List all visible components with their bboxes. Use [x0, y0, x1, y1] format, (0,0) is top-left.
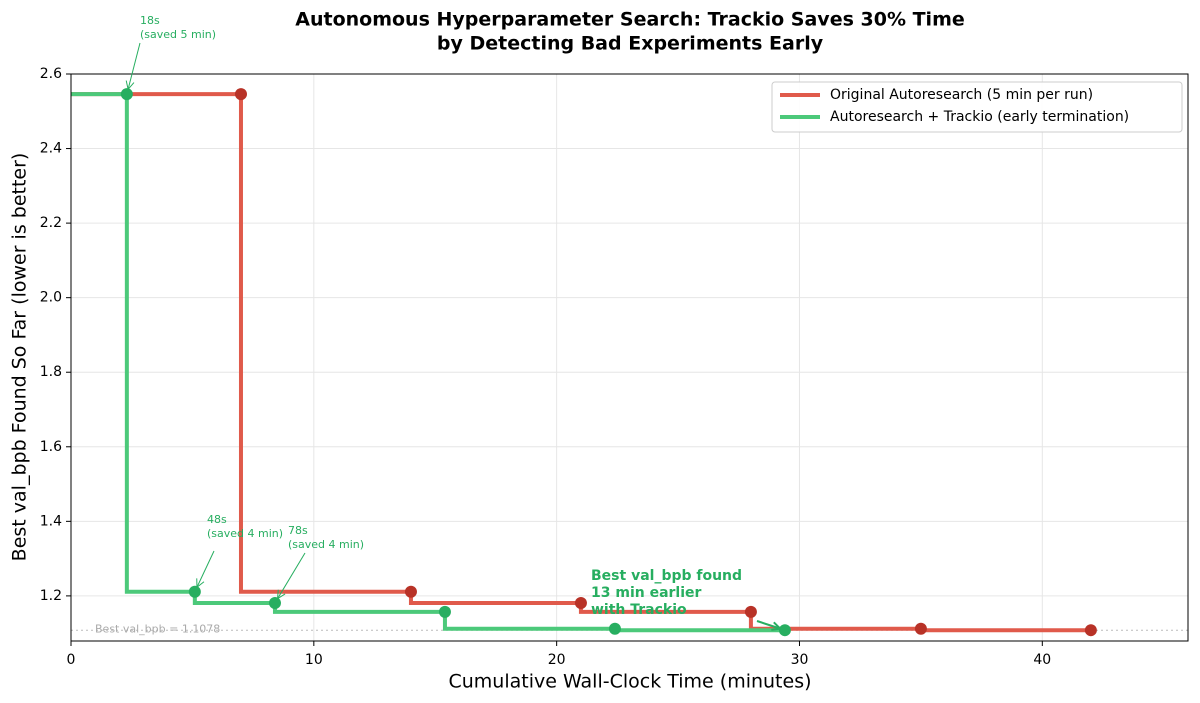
- y-tick-label: 2.4: [40, 141, 62, 157]
- x-tick-label: 20: [548, 652, 566, 668]
- annotation-text: 48s: [207, 513, 227, 526]
- y-tick-label: 2.0: [40, 290, 62, 306]
- reference-label: Best val_bpb = 1.1078: [95, 622, 220, 635]
- annotation-arrow: [756, 620, 781, 630]
- x-tick-label: 0: [67, 652, 76, 668]
- annotation-text: 13 min earlier: [591, 585, 702, 601]
- data-point: [914, 622, 927, 635]
- data-point: [744, 605, 757, 618]
- y-tick-label: 1.6: [40, 439, 62, 455]
- data-point: [778, 624, 791, 637]
- annotation-arrowhead: [771, 621, 781, 631]
- annotation-text: 78s: [288, 524, 308, 537]
- annotation-text: (saved 5 min): [140, 28, 216, 41]
- data-point: [608, 622, 621, 635]
- annotation-arrowhead: [277, 589, 286, 600]
- data-point: [1084, 624, 1097, 637]
- series-line: [71, 92, 1091, 633]
- y-tick-label: 1.8: [40, 364, 62, 380]
- legend-label: Autoresearch + Trackio (early terminatio…: [830, 109, 1129, 125]
- legend-box: [771, 81, 1183, 133]
- y-tick-label: 1.4: [40, 513, 62, 529]
- series-line: [71, 92, 785, 633]
- data-point: [188, 585, 201, 598]
- data-point: [438, 605, 451, 618]
- x-tick-label: 40: [1033, 652, 1051, 668]
- plot-frame: [70, 73, 1189, 642]
- annotation-arrow: [196, 550, 215, 588]
- data-point: [120, 88, 133, 101]
- annotation-arrowhead: [196, 578, 205, 588]
- annotation-text: (saved 4 min): [288, 538, 364, 551]
- annotation-text: with Trackio: [591, 602, 687, 618]
- data-point: [268, 596, 281, 609]
- chart-title: Autonomous Hyperparameter Search: Tracki…: [295, 9, 965, 31]
- annotation-text: Best val_bpb found: [591, 568, 742, 584]
- chart-title: by Detecting Bad Experiments Early: [437, 33, 824, 55]
- y-tick-label: 1.2: [40, 588, 62, 604]
- legend-label: Original Autoresearch (5 min per run): [830, 87, 1093, 103]
- data-point: [404, 585, 417, 598]
- annotation-text: (saved 4 min): [207, 527, 283, 540]
- data-point: [574, 596, 587, 609]
- data-point: [234, 88, 247, 101]
- y-axis-label: Best val_bpb Found So Far (lower is bett…: [9, 153, 31, 562]
- x-tick-label: 10: [305, 652, 323, 668]
- annotation-arrow: [277, 552, 306, 599]
- annotation-arrow: [127, 42, 141, 90]
- y-tick-label: 2.2: [40, 215, 62, 231]
- annotation-arrowhead: [125, 80, 135, 90]
- y-tick-label: 2.6: [40, 66, 62, 82]
- x-axis-label: Cumulative Wall-Clock Time (minutes): [448, 671, 811, 693]
- x-tick-label: 30: [791, 652, 809, 668]
- annotation-text: 18s: [140, 14, 160, 27]
